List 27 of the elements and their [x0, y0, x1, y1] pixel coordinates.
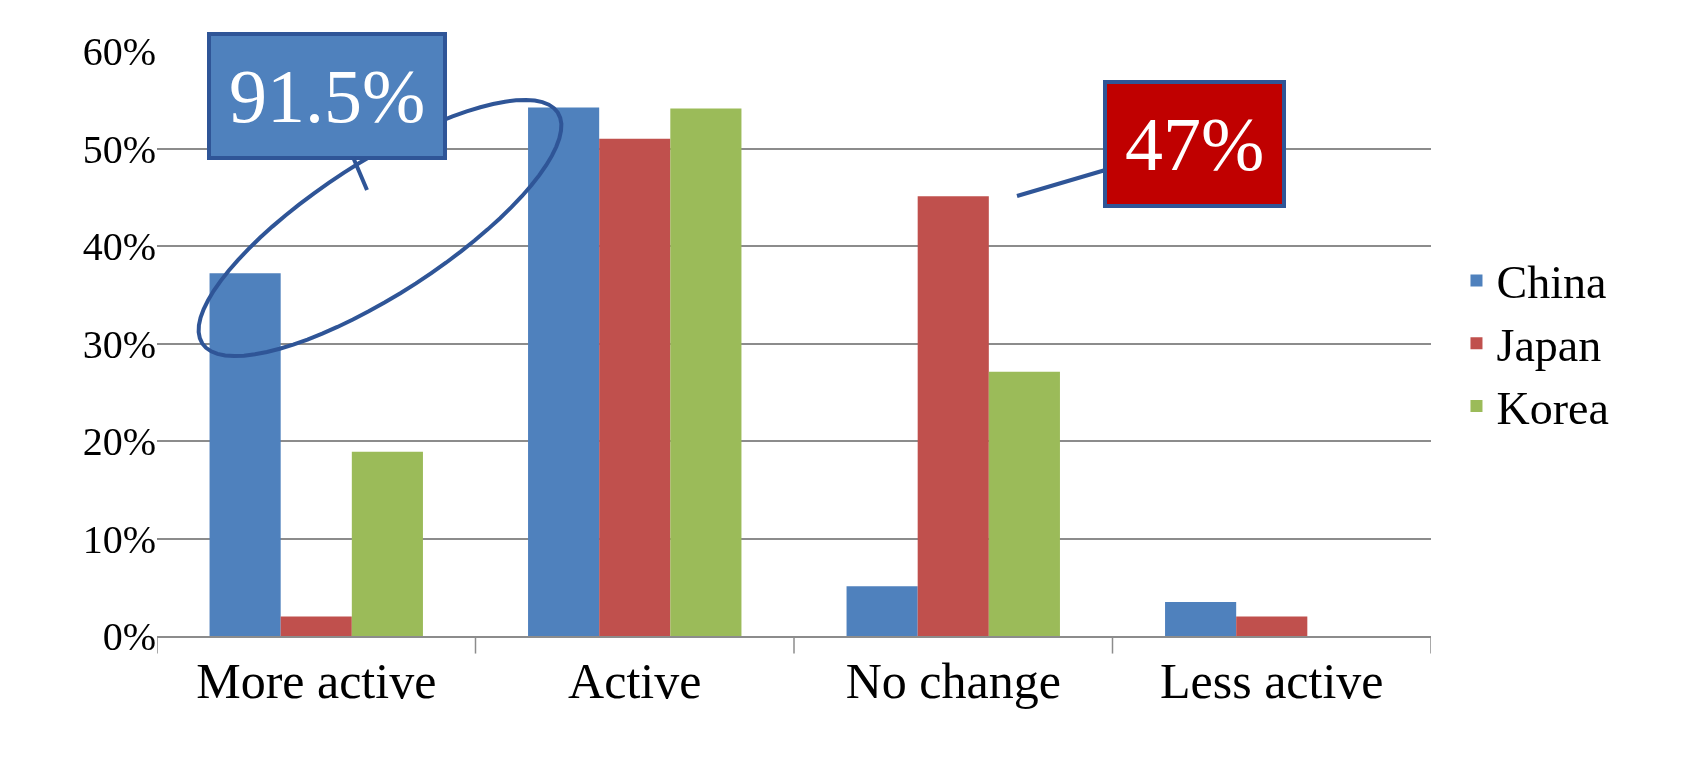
bar — [599, 138, 671, 636]
bar — [917, 196, 989, 636]
bar — [351, 451, 423, 636]
legend-label: China — [1496, 257, 1607, 309]
y-tick-label: 40% — [82, 224, 156, 269]
y-tick-label: 0% — [102, 614, 156, 659]
bar — [988, 371, 1060, 636]
bar — [209, 273, 281, 636]
bar — [846, 586, 918, 636]
legend-label: Korea — [1496, 382, 1609, 434]
bar — [670, 108, 742, 636]
x-tick-label: Less active — [1159, 652, 1384, 709]
x-tick-label: More active — [196, 652, 437, 709]
bar — [1165, 601, 1237, 636]
x-tick-label: Active — [568, 652, 702, 709]
legend-label: Japan — [1496, 320, 1602, 372]
y-tick-label: 20% — [82, 419, 156, 464]
x-tick-label: No change — [845, 652, 1061, 709]
y-tick-label: 50% — [82, 126, 156, 172]
bar — [1236, 616, 1308, 636]
y-tick-label: 10% — [82, 516, 156, 562]
bar — [528, 107, 600, 636]
annotation: 91.5% — [229, 54, 426, 138]
bar — [280, 616, 352, 636]
annotation: 47% — [1125, 102, 1265, 186]
y-tick-label: 30% — [82, 321, 156, 367]
y-tick-label: 60% — [82, 29, 156, 74]
